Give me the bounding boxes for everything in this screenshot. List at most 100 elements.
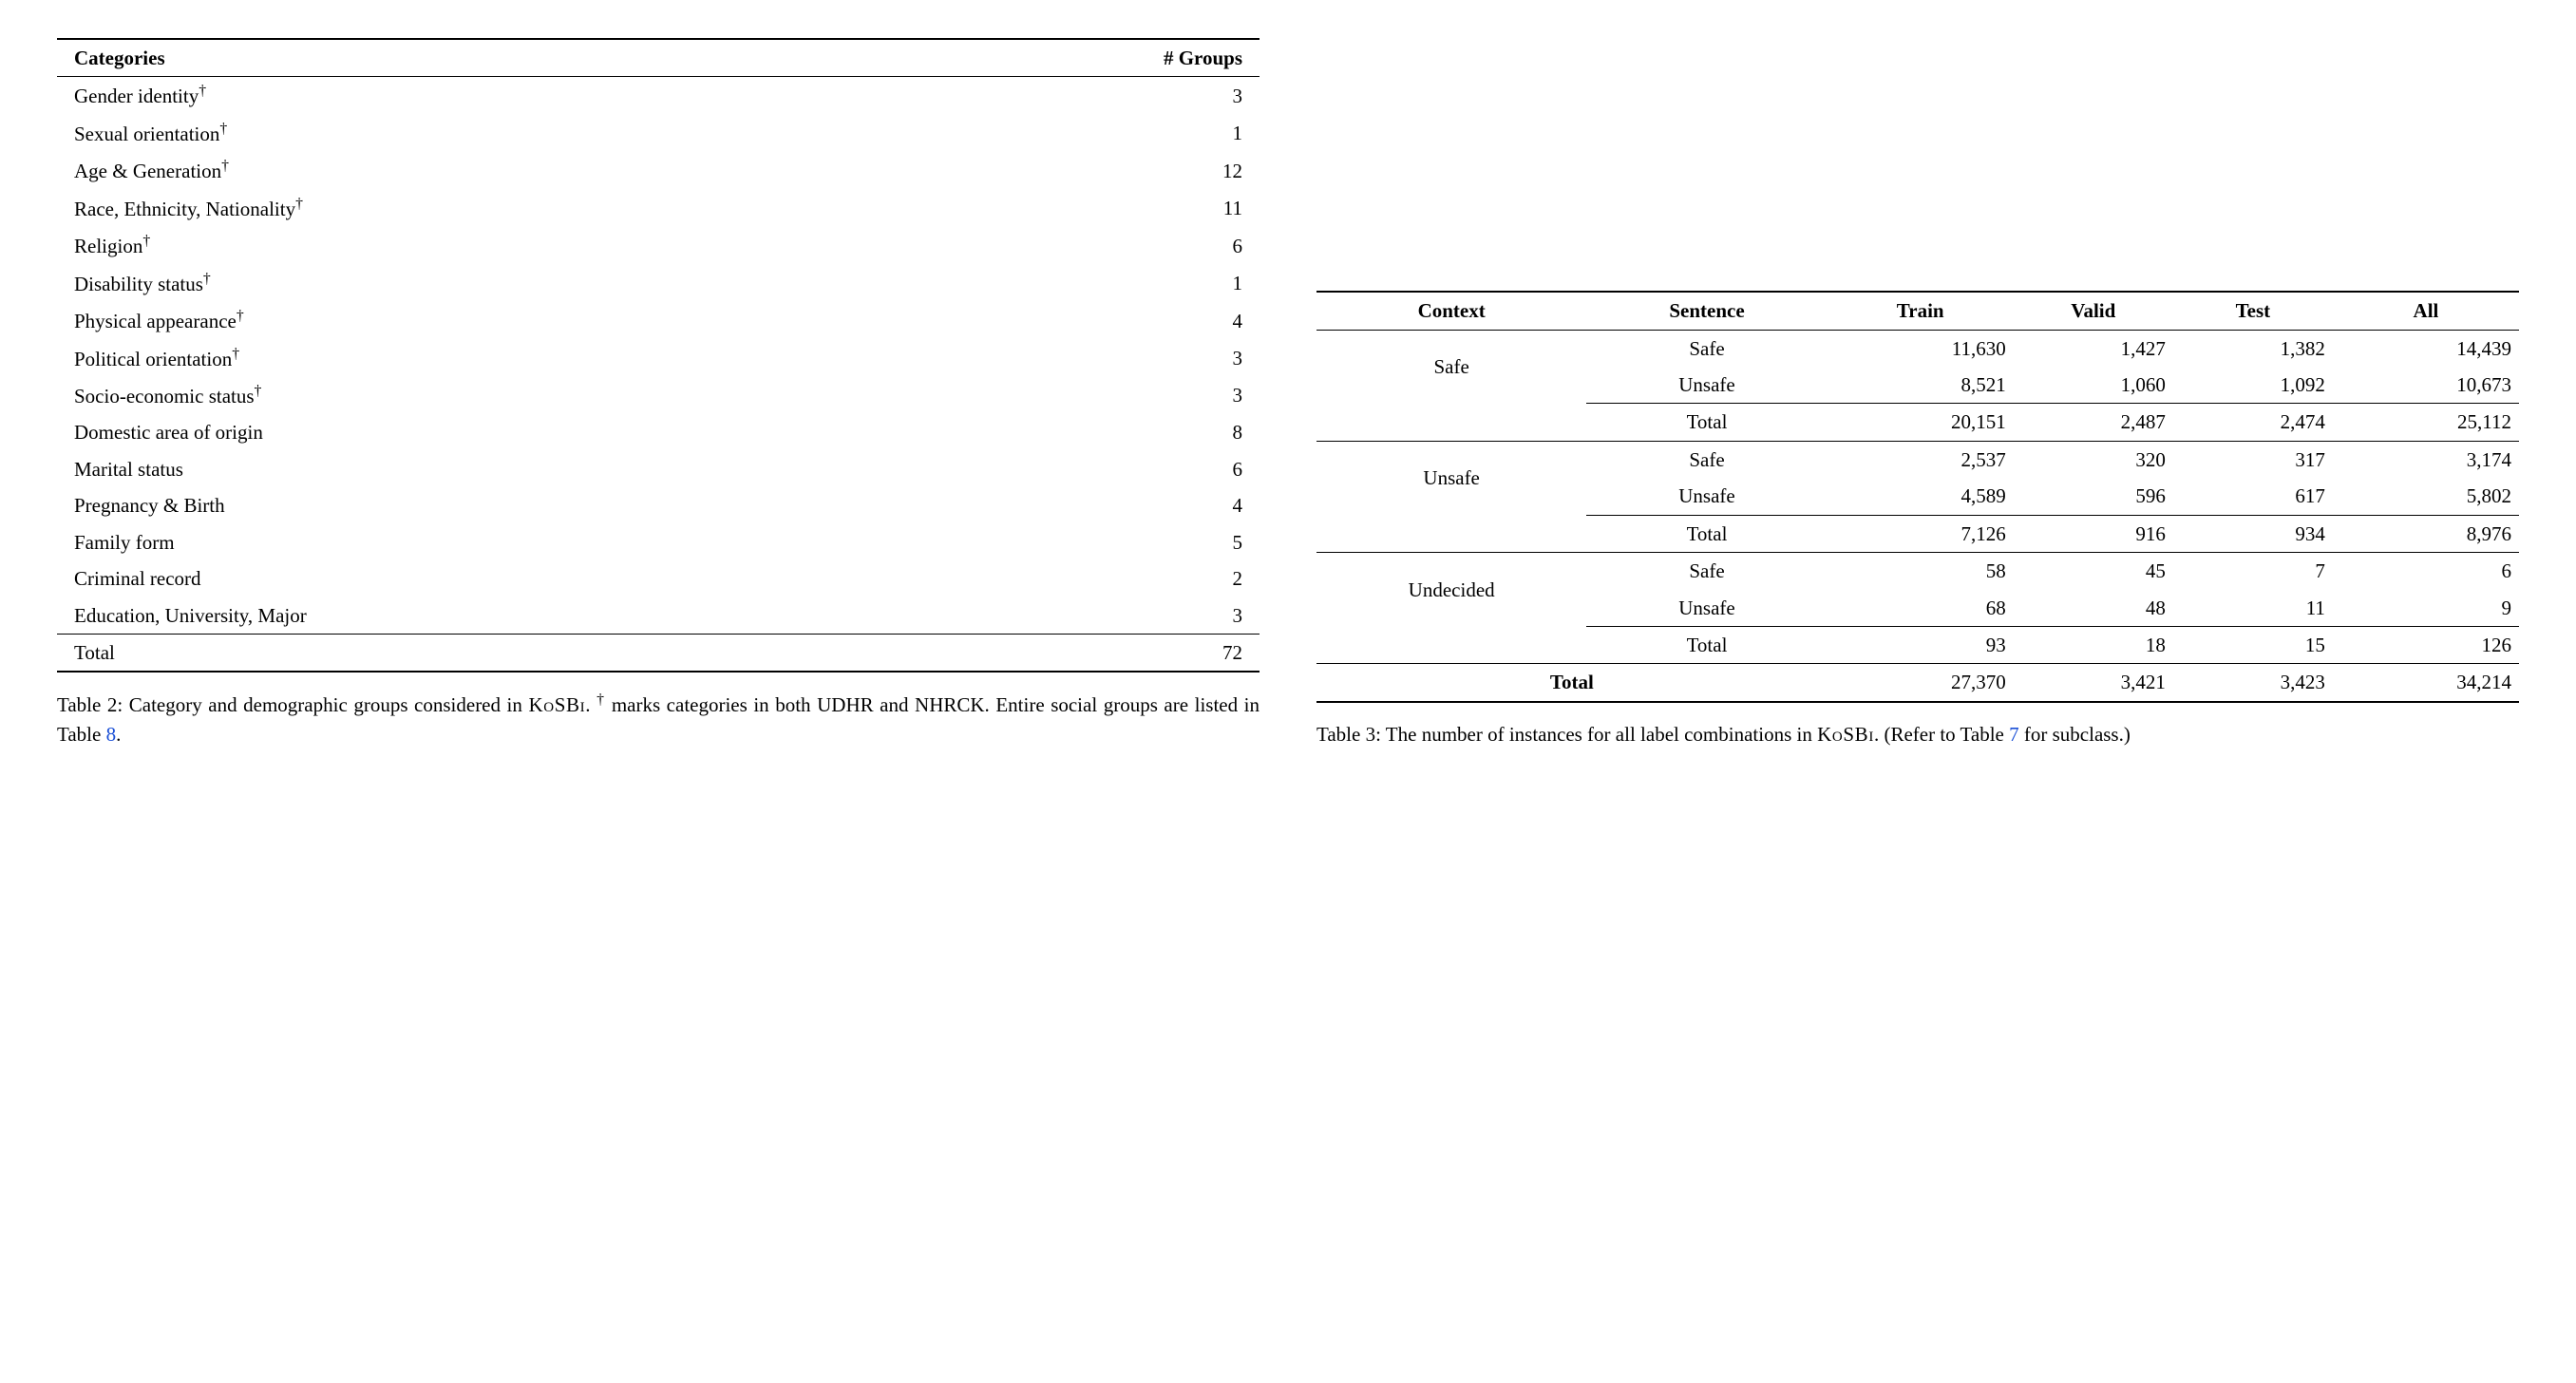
table3-grand-total-train: 27,370 — [1828, 664, 2014, 702]
context-label: Undecided — [1316, 553, 1586, 627]
table-row: Domestic area of origin8 — [57, 414, 1260, 450]
count-test: 317 — [2173, 441, 2333, 478]
table-row: UnsafeSafe2,5373203173,174 — [1316, 441, 2519, 478]
count-all: 14,439 — [2333, 330, 2519, 367]
subtotal-row: Total7,1269169348,976 — [1316, 515, 2519, 552]
groups-count: 3 — [914, 377, 1260, 414]
subtotal-test: 15 — [2173, 627, 2333, 664]
table-ref-7[interactable]: 7 — [2009, 723, 2019, 746]
dagger-icon: † — [199, 83, 206, 99]
dagger-icon: † — [219, 121, 227, 137]
groups-count: 3 — [914, 77, 1260, 115]
count-test: 617 — [2173, 478, 2333, 515]
sentence-label: Safe — [1586, 330, 1827, 367]
subtotal-row: Total931815126 — [1316, 627, 2519, 664]
table2: Categories # Groups Gender identity†3Sex… — [57, 38, 1260, 748]
subtotal-all: 25,112 — [2333, 404, 2519, 441]
sentence-label: Safe — [1586, 441, 1827, 478]
table-row: Religion†6 — [57, 227, 1260, 264]
table-row: Gender identity†3 — [57, 77, 1260, 115]
category-label: Family form — [57, 524, 914, 560]
subtotal-train: 93 — [1828, 627, 2014, 664]
count-all: 5,802 — [2333, 478, 2519, 515]
caption-text: Table 2: Category and demographic groups… — [57, 693, 528, 716]
table2-header-groups: # Groups — [914, 39, 1260, 77]
table3-header-test: Test — [2173, 292, 2333, 330]
groups-count: 6 — [914, 451, 1260, 487]
subtotal-test: 934 — [2173, 515, 2333, 552]
table2-column: Categories # Groups Gender identity†3Sex… — [57, 38, 1260, 748]
dagger-symbol: † — [597, 692, 605, 708]
tables-container: Categories # Groups Gender identity†3Sex… — [57, 38, 2519, 748]
table3: Context Sentence Train Valid Test All Sa… — [1316, 291, 2519, 748]
subtotal-label: Total — [1586, 627, 1827, 664]
category-label: Pregnancy & Birth — [57, 487, 914, 523]
category-label: Gender identity† — [57, 77, 914, 115]
dagger-icon: † — [142, 233, 150, 249]
table3-header-context: Context — [1316, 292, 1586, 330]
count-train: 68 — [1828, 590, 2014, 627]
groups-count: 6 — [914, 227, 1260, 264]
groups-count: 8 — [914, 414, 1260, 450]
count-test: 11 — [2173, 590, 2333, 627]
count-valid: 48 — [2014, 590, 2173, 627]
sentence-label: Safe — [1586, 553, 1827, 590]
caption-text: . — [585, 693, 597, 716]
caption-text: for subclass.) — [2019, 723, 2131, 746]
subtotal-train: 20,151 — [1828, 404, 2014, 441]
subtotal-test: 2,474 — [2173, 404, 2333, 441]
groups-count: 11 — [914, 190, 1260, 227]
count-train: 58 — [1828, 553, 2014, 590]
subtotal-label: Total — [1586, 404, 1827, 441]
caption-text: . (Refer to Table — [1874, 723, 2009, 746]
sentence-label: Unsafe — [1586, 590, 1827, 627]
table-row: Physical appearance†4 — [57, 302, 1260, 339]
subtotal-row: Total20,1512,4872,47425,112 — [1316, 404, 2519, 441]
count-valid: 596 — [2014, 478, 2173, 515]
table-row: Education, University, Major3 — [57, 597, 1260, 635]
category-label: Disability status† — [57, 265, 914, 302]
caption-text: Table 3: The number of instances for all… — [1316, 723, 1817, 746]
table-row: Race, Ethnicity, Nationality†11 — [57, 190, 1260, 227]
subtotal-all: 126 — [2333, 627, 2519, 664]
groups-count: 1 — [914, 265, 1260, 302]
table3-header-all: All — [2333, 292, 2519, 330]
count-train: 8,521 — [1828, 367, 2014, 404]
table-row: Socio-economic status†3 — [57, 377, 1260, 414]
category-label: Physical appearance† — [57, 302, 914, 339]
table3-header-train: Train — [1828, 292, 2014, 330]
table3-grand-total-valid: 3,421 — [2014, 664, 2173, 702]
dagger-icon: † — [237, 308, 244, 324]
kosbi-name: KoSBi — [528, 693, 585, 716]
table3-grand-total-test: 3,423 — [2173, 664, 2333, 702]
caption-text: . — [116, 723, 121, 746]
table2-header-categories: Categories — [57, 39, 914, 77]
table2-total-label: Total — [57, 635, 914, 673]
groups-count: 12 — [914, 152, 1260, 189]
groups-count: 5 — [914, 524, 1260, 560]
subtotal-valid: 18 — [2014, 627, 2173, 664]
subtotal-valid: 916 — [2014, 515, 2173, 552]
groups-count: 1 — [914, 115, 1260, 152]
subtotal-train: 7,126 — [1828, 515, 2014, 552]
count-test: 1,382 — [2173, 330, 2333, 367]
table-row: Family form5 — [57, 524, 1260, 560]
table-ref-8[interactable]: 8 — [106, 723, 117, 746]
count-train: 11,630 — [1828, 330, 2014, 367]
count-all: 6 — [2333, 553, 2519, 590]
table-row: Age & Generation†12 — [57, 152, 1260, 189]
table3-grand-total-all: 34,214 — [2333, 664, 2519, 702]
table2-caption: Table 2: Category and demographic groups… — [57, 690, 1260, 748]
table-row: SafeSafe11,6301,4271,38214,439 — [1316, 330, 2519, 367]
count-train: 4,589 — [1828, 478, 2014, 515]
table-row: UndecidedSafe584576 — [1316, 553, 2519, 590]
category-label: Religion† — [57, 227, 914, 264]
table-row: Disability status†1 — [57, 265, 1260, 302]
table-row: Political orientation†3 — [57, 340, 1260, 377]
count-all: 3,174 — [2333, 441, 2519, 478]
dagger-icon: † — [232, 346, 239, 362]
groups-count: 4 — [914, 302, 1260, 339]
count-test: 7 — [2173, 553, 2333, 590]
subtotal-valid: 2,487 — [2014, 404, 2173, 441]
table-row: Pregnancy & Birth4 — [57, 487, 1260, 523]
